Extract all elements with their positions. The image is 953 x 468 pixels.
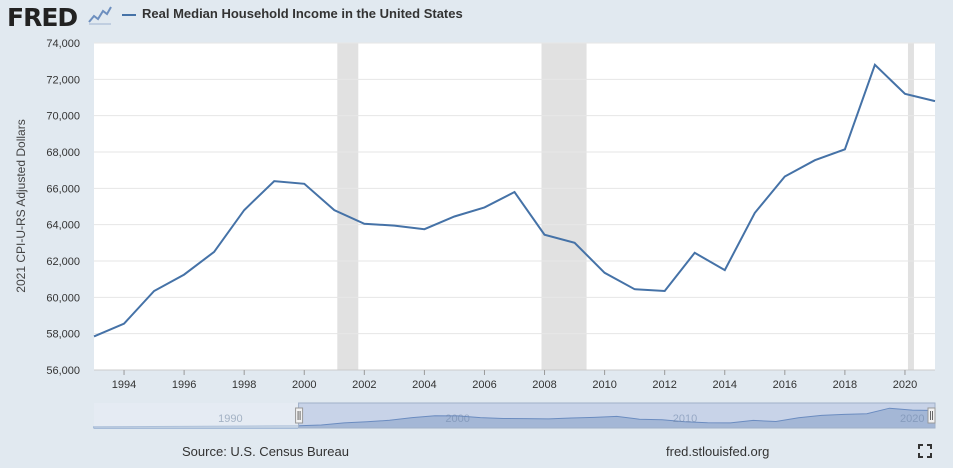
x-tick-label: 2020 [893,379,917,391]
navigator-tick-label: 2000 [445,413,469,425]
x-tick-label: 2018 [833,379,857,391]
legend-label[interactable]: Real Median Household Income in the Unit… [142,6,463,21]
range-navigator[interactable]: 1990 2000 2010 2020 [93,402,936,429]
x-tick-label: 2016 [773,379,797,391]
y-tick-label: 64,000 [46,220,80,232]
navigator-handle[interactable] [927,407,936,424]
y-tick-label: 74,000 [46,38,80,50]
y-tick-label: 62,000 [46,256,80,268]
y-axis-label: 2021 CPI-U-RS Adjusted Dollars [14,119,28,292]
y-tick-label: 60,000 [46,292,80,304]
y-tick-label: 56,000 [46,365,80,377]
fred-url-link[interactable]: fred.stlouisfed.org [666,444,770,459]
navigator-unselected-mask [94,403,299,428]
source-note: Source: U.S. Census Bureau [182,444,349,459]
y-tick-label: 72,000 [46,74,80,86]
x-tick-label: 2000 [292,379,316,391]
x-tick-label: 2002 [352,379,376,391]
series-line[interactable] [93,63,936,338]
navigator-series [93,407,936,429]
recession-band [907,43,914,370]
line-chart-icon [88,6,112,25]
x-tick-label: 2006 [472,379,496,391]
x-axis: 1994 1996 1998 2000 2002 2004 2006 2008 2010 2012… [94,369,935,391]
navigator-handle[interactable] [295,407,304,424]
y-tick-label: 68,000 [46,147,80,159]
x-tick-label: 1996 [172,379,196,391]
navigator-tick-label: 1990 [218,413,242,425]
x-tick-label: 2012 [652,379,676,391]
recession-band [337,43,359,370]
x-tick-label: 2014 [713,379,737,391]
recession-shading [337,43,914,370]
x-tick-label: 1994 [112,379,136,391]
x-tick-label: 1998 [232,379,256,391]
y-tick-label: 58,000 [46,329,80,341]
fred-logo[interactable]: FRED [7,3,78,32]
y-tick-label: 70,000 [46,111,80,123]
recession-band [541,43,587,370]
expand-icon[interactable] [918,444,932,458]
x-tick-label: 2004 [412,379,436,391]
legend-swatch [122,14,136,16]
chart-header: FRED Real Median Household Income in the… [0,0,953,34]
navigator-tick-label: 2020 [900,413,924,425]
y-axis: 56,000 58,000 60,000 62,000 64,000 66,000 68,0… [46,38,80,377]
x-tick-label: 2010 [592,379,616,391]
plot-area [94,43,935,370]
line-chart[interactable]: 56,000 58,000 60,000 62,000 64,000 66,000 68,0… [0,0,953,440]
y-tick-label: 66,000 [46,183,80,195]
x-tick-label: 2008 [532,379,556,391]
navigator-tick-label: 2010 [673,413,697,425]
navigator-selection[interactable] [298,402,936,429]
